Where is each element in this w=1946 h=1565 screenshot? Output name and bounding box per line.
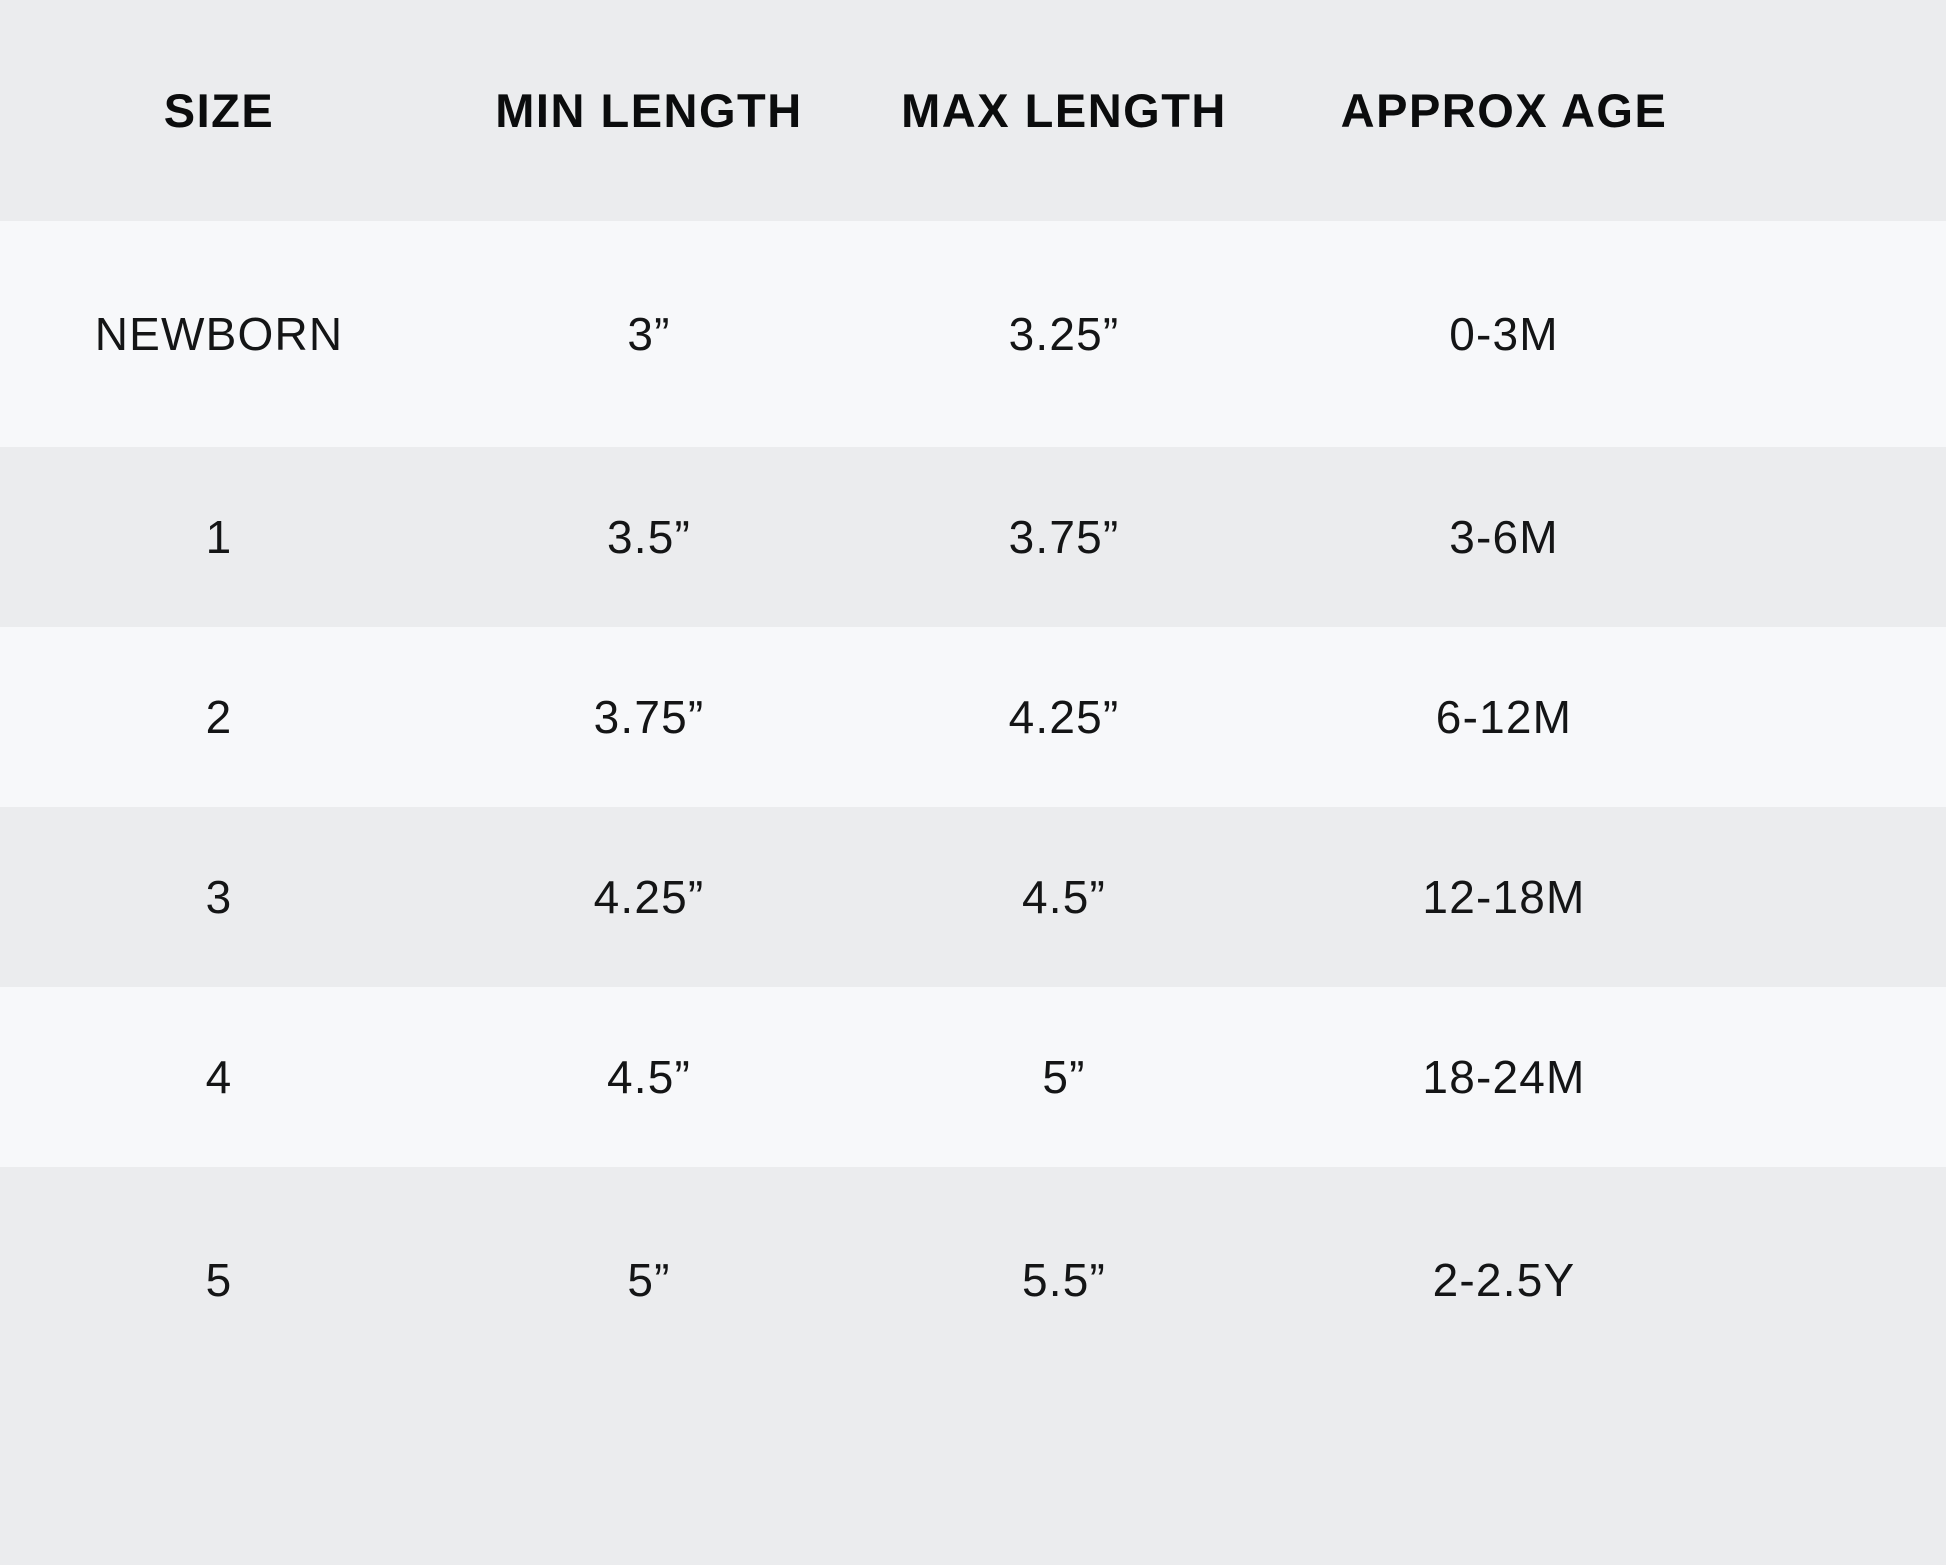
- column-header-min-length: MIN LENGTH: [495, 84, 803, 137]
- column-header-max-length: MAX LENGTH: [901, 84, 1227, 137]
- cell-approx-age: 0-3M: [1449, 308, 1559, 360]
- cell-min-length: 4.5”: [606, 1051, 692, 1103]
- cell-max-length: 4.5”: [1021, 871, 1107, 923]
- cell-max-length: 3.25”: [1008, 308, 1120, 360]
- cell-approx-age: 6-12M: [1435, 691, 1573, 743]
- cell-approx-age: 2-2.5Y: [1432, 1254, 1576, 1306]
- cell-min-length: 5”: [627, 1254, 671, 1306]
- cell-size: 5: [205, 1254, 233, 1306]
- table-header-row: SIZE MIN LENGTH MAX LENGTH APPROX AGE: [0, 0, 1946, 221]
- cell-size: 4: [205, 1051, 233, 1103]
- cell-min-length: 3.5”: [606, 511, 692, 563]
- cell-size: NEWBORN: [94, 308, 344, 360]
- cell-approx-age: 18-24M: [1422, 1051, 1586, 1103]
- table-row: 4 4.5” 5” 18-24M: [0, 987, 1946, 1167]
- table-row: 2 3.75” 4.25” 6-12M: [0, 627, 1946, 807]
- table-row: 1 3.5” 3.75” 3-6M: [0, 447, 1946, 627]
- cell-max-length: 3.75”: [1008, 511, 1120, 563]
- cell-approx-age: 3-6M: [1449, 511, 1559, 563]
- cell-max-length: 5.5”: [1021, 1254, 1107, 1306]
- cell-size: 3: [205, 871, 233, 923]
- cell-min-length: 3”: [627, 308, 671, 360]
- cell-min-length: 3.75”: [593, 691, 705, 743]
- column-header-approx-age: APPROX AGE: [1340, 84, 1668, 137]
- table-row: NEWBORN 3” 3.25” 0-3M: [0, 221, 1946, 447]
- table-row: 5 5” 5.5” 2-2.5Y: [0, 1167, 1946, 1393]
- column-header-size: SIZE: [163, 84, 275, 137]
- table-row: 3 4.25” 4.5” 12-18M: [0, 807, 1946, 987]
- cell-max-length: 5”: [1042, 1051, 1086, 1103]
- cell-size: 2: [205, 691, 233, 743]
- cell-size: 1: [205, 511, 233, 563]
- cell-min-length: 4.25”: [593, 871, 705, 923]
- cell-approx-age: 12-18M: [1422, 871, 1586, 923]
- cell-max-length: 4.25”: [1008, 691, 1120, 743]
